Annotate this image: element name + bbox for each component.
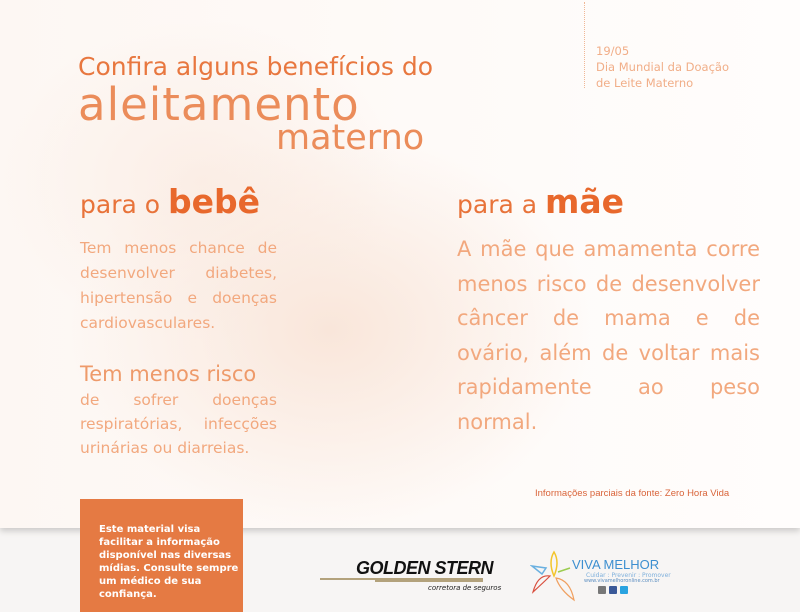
text-rest: de sofrer doenças respiratórias, infecçõ… xyxy=(80,391,277,457)
blog-icon[interactable] xyxy=(598,586,606,594)
twitter-icon[interactable] xyxy=(620,586,628,594)
mae-text: A mãe que amamenta corre menos risco de … xyxy=(457,237,760,434)
bebe-heading: para o bebê xyxy=(80,182,260,221)
bebe-text1: Tem menos chance de desenvolver diabetes… xyxy=(80,239,277,332)
event-date: 19/05 Dia Mundial da Doação de Leite Mat… xyxy=(596,43,729,91)
viva-melhor-logo: VIVA MELHOR Cuidar : Prevenir : Promover… xyxy=(529,544,671,604)
bebe-text2: Tem menos risco de sofrer doenças respira… xyxy=(80,360,277,460)
heading-prefix: para a xyxy=(457,190,538,219)
dotted-divider xyxy=(584,2,585,88)
logo-text: VIVA MELHOR xyxy=(572,557,660,572)
source-note: Informações parciais da fonte: Zero Hora… xyxy=(535,488,730,499)
mae-heading: para a mãe xyxy=(457,182,624,221)
event-line: Dia Mundial da Doação xyxy=(596,60,729,74)
title-line2: aleitamento xyxy=(78,78,360,131)
social-icons xyxy=(598,586,628,594)
star-flower-icon xyxy=(529,550,575,602)
title-line3: materno xyxy=(276,118,425,158)
logo-tagline: Cuidar : Prevenir : Promover xyxy=(586,572,671,579)
logo-subtext: corretora de seguros xyxy=(428,584,502,592)
logo-text: GOLDEN STERN xyxy=(356,558,494,578)
poster: 19/05 Dia Mundial da Doação de Leite Mat… xyxy=(0,0,800,528)
disclaimer-box: Este material visa facilitar a informaçã… xyxy=(80,499,243,612)
heading-emph: mãe xyxy=(545,182,625,221)
heading-emph: bebê xyxy=(167,182,260,221)
text-lead: Tem menos risco xyxy=(80,362,257,386)
logo-bar xyxy=(375,580,483,582)
heading-prefix: para o xyxy=(80,190,161,219)
logo-url: www.vivamelhoronline.com.br xyxy=(584,578,660,584)
facebook-icon[interactable] xyxy=(609,586,617,594)
date-text: 19/05 xyxy=(596,44,630,58)
event-line: de Leite Materno xyxy=(596,76,694,90)
logo-bar xyxy=(320,578,483,580)
title-line1: Confira alguns benefícios do xyxy=(78,52,434,81)
